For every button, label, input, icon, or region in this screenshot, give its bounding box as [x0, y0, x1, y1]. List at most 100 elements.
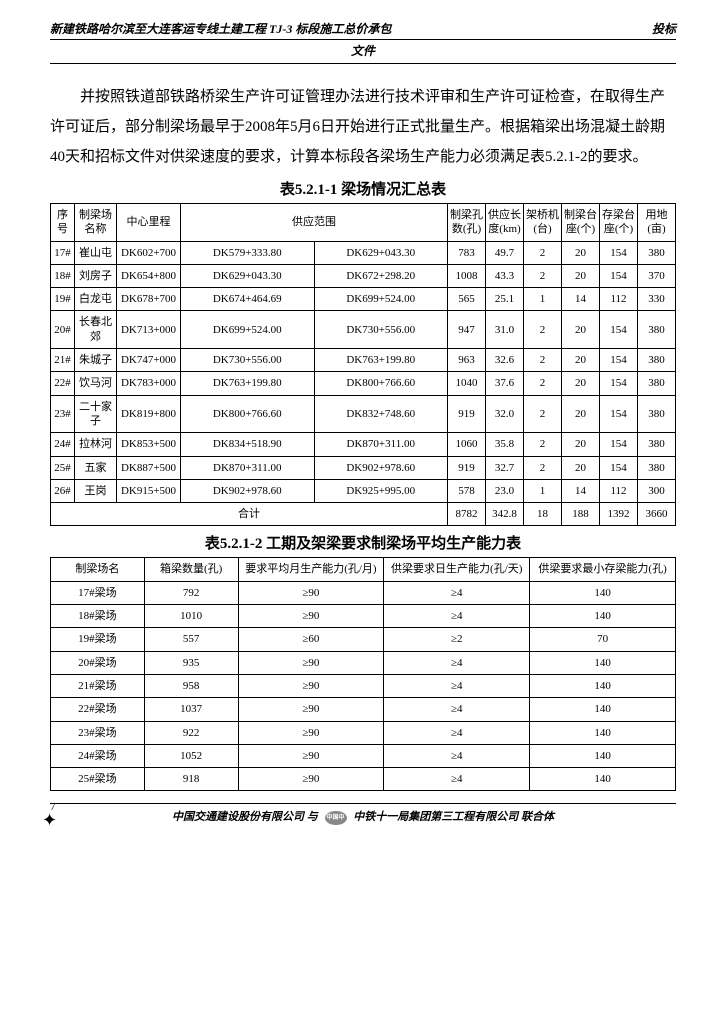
th-range: 供应范围: [181, 204, 448, 242]
table2-header-row: 制梁场名 箱梁数量(孔) 要求平均月生产能力(孔/月) 供梁要求日生产能力(孔/…: [51, 558, 676, 581]
table-cell: 140: [530, 721, 676, 744]
body-paragraph: 并按照铁道部铁路桥梁生产许可证管理办法进行技术评审和生产许可证检查，在取得生产许…: [50, 82, 676, 172]
table-cell: 958: [144, 674, 238, 697]
table-row: 18#刘房子DK654+800DK629+043.30DK672+298.201…: [51, 264, 676, 287]
table-cell: 14: [562, 479, 600, 502]
table-cell: 2: [524, 241, 562, 264]
table-cell: 2: [524, 456, 562, 479]
table-cell: 20: [562, 349, 600, 372]
header-line2: 文件: [50, 42, 676, 64]
th-store: 存梁台座(个): [600, 204, 638, 242]
table-cell: 380: [638, 311, 676, 349]
table-cell: DK819+800: [117, 395, 181, 433]
table-cell: 783: [448, 241, 486, 264]
table-cell: DK713+000: [117, 311, 181, 349]
table-cell: 1052: [144, 744, 238, 767]
table-row: 26#王岗DK915+500DK902+978.60DK925+995.0057…: [51, 479, 676, 502]
table-cell: 14: [562, 288, 600, 311]
table-cell: 380: [638, 395, 676, 433]
table-cell: DK834+518.90: [181, 433, 315, 456]
table-cell: 154: [600, 311, 638, 349]
table-cell: ≥90: [238, 721, 384, 744]
table-cell: 白龙屯: [75, 288, 117, 311]
table-cell: ≥4: [384, 674, 530, 697]
table-cell: 35.8: [486, 433, 524, 456]
table-cell: 140: [530, 581, 676, 604]
table-cell: 31.0: [486, 311, 524, 349]
table-cell: 154: [600, 372, 638, 395]
table-row: 19#白龙屯DK678+700DK674+464.69DK699+524.005…: [51, 288, 676, 311]
table-cell: DK870+311.00: [181, 456, 315, 479]
table-cell: DK730+556.00: [314, 311, 448, 349]
table-cell: 17#梁场: [51, 581, 145, 604]
table-row: 25#梁场918≥90≥4140: [51, 768, 676, 791]
table-cell: 140: [530, 674, 676, 697]
table-cell: DK629+043.30: [181, 264, 315, 287]
table-cell: 朱城子: [75, 349, 117, 372]
table-cell: 112: [600, 479, 638, 502]
header-left: 新建铁路哈尔滨至大连客运专线土建工程 TJ-3 标段施工总价承包: [50, 20, 391, 37]
table-cell: 2: [524, 372, 562, 395]
table-cell: 23#: [51, 395, 75, 433]
compass-icon: ✦: [42, 810, 57, 831]
table-cell: 18#梁场: [51, 605, 145, 628]
table-cell: 2: [524, 311, 562, 349]
footer-left: 中国交通建设股份有限公司 与: [172, 811, 318, 823]
table-cell: 合计: [51, 503, 448, 526]
table-cell: ≥90: [238, 581, 384, 604]
table-cell: 1392: [600, 503, 638, 526]
table-cell: DK602+700: [117, 241, 181, 264]
table-cell: 963: [448, 349, 486, 372]
table-cell: DK925+995.00: [314, 479, 448, 502]
table-cell: ≥90: [238, 698, 384, 721]
table-cell: 154: [600, 264, 638, 287]
table-cell: DK699+524.00: [314, 288, 448, 311]
table-cell: DK579+333.80: [181, 241, 315, 264]
table-cell: ≥4: [384, 651, 530, 674]
table-cell: 188: [562, 503, 600, 526]
table-cell: 154: [600, 395, 638, 433]
table-total-row: 合计8782342.81818813923660: [51, 503, 676, 526]
table-cell: 140: [530, 698, 676, 721]
table-cell: 947: [448, 311, 486, 349]
th-name: 制梁场名称: [75, 204, 117, 242]
table-cell: 32.7: [486, 456, 524, 479]
table-cell: DK672+298.20: [314, 264, 448, 287]
table-cell: ≥4: [384, 768, 530, 791]
table-cell: 935: [144, 651, 238, 674]
table1-title: 表5.2.1-1 梁场情况汇总表: [50, 178, 676, 199]
table-cell: 1008: [448, 264, 486, 287]
th-mile: 中心里程: [117, 204, 181, 242]
th2-day: 供梁要求日生产能力(孔/天): [384, 558, 530, 581]
table-cell: ≥4: [384, 721, 530, 744]
table-cell: 拉林河: [75, 433, 117, 456]
table-cell: ≥90: [238, 605, 384, 628]
table-cell: ≥4: [384, 605, 530, 628]
table-cell: 43.3: [486, 264, 524, 287]
table-cell: 140: [530, 605, 676, 628]
footer-right: 中铁十一局集团第三工程有限公司 联合体: [353, 811, 554, 823]
table-cell: 565: [448, 288, 486, 311]
table1-header-row: 序号 制梁场名称 中心里程 供应范围 制梁孔数(孔) 供应长度(km) 架桥机(…: [51, 204, 676, 242]
table-cell: 154: [600, 241, 638, 264]
table2-title: 表5.2.1-2 工期及架梁要求制梁场平均生产能力表: [50, 532, 676, 553]
table-cell: 23.0: [486, 479, 524, 502]
table-cell: 3660: [638, 503, 676, 526]
page-footer: 中国交通建设股份有限公司 与 中国中铁 中铁十一局集团第三工程有限公司 联合体: [50, 803, 676, 824]
table-cell: 20: [562, 311, 600, 349]
table-cell: 380: [638, 372, 676, 395]
table-cell: 1: [524, 288, 562, 311]
table-cell: 王岗: [75, 479, 117, 502]
table-cell: DK783+000: [117, 372, 181, 395]
table-cell: 380: [638, 433, 676, 456]
table-cell: DK902+978.60: [181, 479, 315, 502]
th2-month: 要求平均月生产能力(孔/月): [238, 558, 384, 581]
table-cell: 2: [524, 349, 562, 372]
table-cell: 26#: [51, 479, 75, 502]
table-cell: 1037: [144, 698, 238, 721]
table-cell: 20: [562, 372, 600, 395]
table-cell: 19#梁场: [51, 628, 145, 651]
table-cell: 154: [600, 433, 638, 456]
table-cell: 32.6: [486, 349, 524, 372]
table-cell: ≥2: [384, 628, 530, 651]
